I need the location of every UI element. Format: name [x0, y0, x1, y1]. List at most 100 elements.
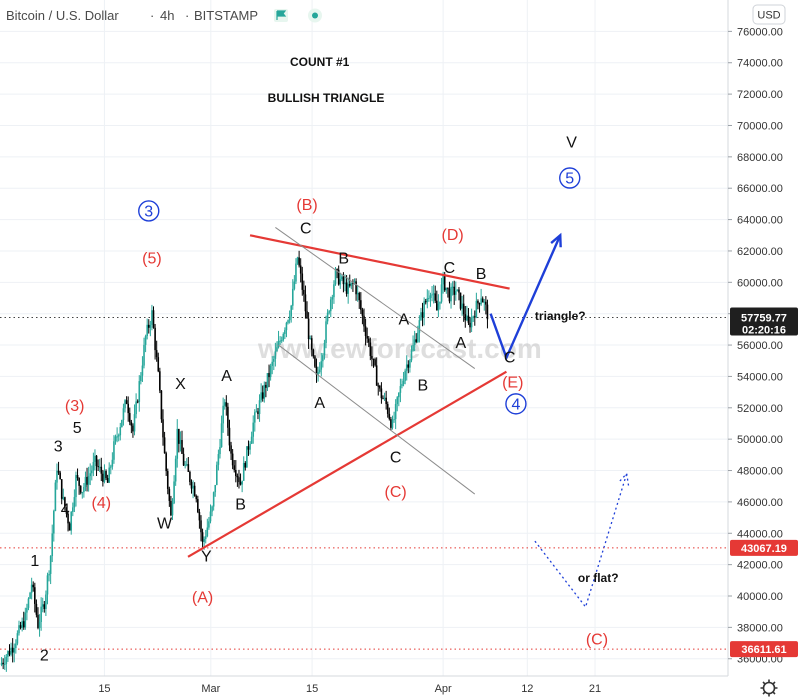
candle-body — [79, 485, 82, 493]
symbol-name[interactable]: Bitcoin / U.S. Dollar — [6, 8, 119, 23]
candle-body — [21, 621, 23, 628]
settings-gear-icon[interactable] — [760, 679, 778, 697]
interval-label[interactable]: 4h — [160, 8, 174, 23]
candle-body — [288, 316, 291, 321]
candle-body — [436, 300, 438, 311]
candle-body — [30, 584, 33, 593]
candle-body — [454, 291, 457, 295]
candle-body — [238, 477, 240, 483]
candle-body — [464, 314, 467, 321]
candle-body — [130, 422, 133, 426]
candle-body — [219, 446, 221, 455]
candle-body — [235, 470, 237, 476]
candle-body — [19, 625, 22, 628]
candle-body — [18, 625, 20, 634]
candle-body — [399, 386, 402, 393]
candle-body — [263, 384, 266, 399]
candle-body — [249, 443, 251, 450]
currency-button[interactable]: USD — [752, 4, 786, 25]
wave-label: (E) — [502, 374, 523, 391]
candle-body — [420, 312, 422, 321]
candle-body — [64, 497, 66, 508]
wave-label: 2 — [40, 647, 49, 664]
candle-body — [114, 436, 117, 442]
candle-body — [364, 326, 367, 337]
candle-body — [45, 594, 47, 610]
price-tag-label: 36611.61 — [741, 644, 786, 656]
candle-body — [448, 288, 451, 302]
flag-icon[interactable] — [274, 9, 288, 22]
wave-label: 4 — [61, 501, 70, 518]
x-tick-label: 12 — [521, 683, 533, 695]
price-axis[interactable]: 36000.0038000.0040000.0042000.0044000.00… — [728, 26, 783, 666]
candle-body — [179, 440, 182, 444]
candle-body — [24, 612, 27, 628]
candle-body — [336, 269, 338, 271]
candle-body — [410, 350, 413, 361]
candle-body — [37, 614, 39, 628]
candle-body — [86, 476, 88, 485]
candle-body — [307, 318, 310, 339]
wave-label: B — [418, 378, 429, 395]
candle-body — [293, 281, 296, 289]
candle-body — [379, 385, 381, 389]
x-tick-label: Apr — [435, 683, 452, 695]
candle-body — [168, 488, 171, 501]
candle-body — [62, 497, 65, 499]
candle-body — [295, 263, 297, 282]
candle-body — [363, 315, 365, 327]
flat-alternative-projection — [534, 473, 628, 609]
candle-body — [279, 340, 281, 342]
candle-body — [360, 300, 362, 310]
currency-label: USD — [757, 10, 780, 22]
candle-body — [132, 425, 134, 432]
candle-body — [385, 397, 387, 405]
candle-body — [255, 411, 258, 413]
exchange-label: BITSTAMP — [194, 8, 258, 23]
candle-body — [190, 481, 193, 489]
candle-body — [383, 397, 386, 399]
candle-body — [409, 360, 411, 368]
candle-body — [391, 420, 394, 428]
candle-body — [204, 536, 207, 539]
candle-body — [347, 284, 349, 294]
wave-label: 3 — [54, 439, 63, 456]
candle-body — [124, 400, 126, 409]
y-tick-label: 44000.00 — [737, 528, 783, 540]
chart-header: Bitcoin / U.S. Dollar · 4h · BITSTAMP — [6, 8, 322, 23]
candle-body — [195, 495, 198, 500]
candle-body — [65, 507, 68, 514]
candle-body — [426, 298, 429, 303]
candle-body — [447, 287, 449, 289]
time-axis[interactable]: 15 Mar 15 Apr 12 21 — [98, 683, 601, 695]
price-tag-box — [730, 539, 798, 556]
candle-body — [97, 466, 99, 468]
candle-body — [377, 385, 380, 387]
candle-body — [404, 370, 406, 381]
candle-body — [90, 470, 93, 474]
candle-body — [70, 511, 73, 531]
candle-body — [15, 643, 17, 649]
candle-body — [443, 274, 446, 291]
candles — [0, 250, 489, 672]
candle-body — [5, 656, 8, 664]
candle-body — [87, 476, 90, 485]
candle-body — [135, 401, 137, 415]
candle-body — [122, 408, 125, 420]
candle-body — [453, 286, 456, 295]
market-status-icon[interactable] — [308, 8, 322, 23]
candle-body — [339, 279, 342, 285]
candle-body — [111, 459, 114, 467]
wave-label: C — [300, 221, 312, 238]
candle-body — [469, 322, 471, 328]
candle-body — [301, 273, 304, 290]
candle-body — [451, 286, 454, 288]
candle-body — [466, 315, 468, 321]
candle-body — [456, 289, 459, 292]
candle-body — [396, 397, 399, 405]
candle-body — [252, 422, 255, 437]
y-tick-label: 56000.00 — [737, 340, 783, 352]
candle-body — [166, 471, 169, 489]
